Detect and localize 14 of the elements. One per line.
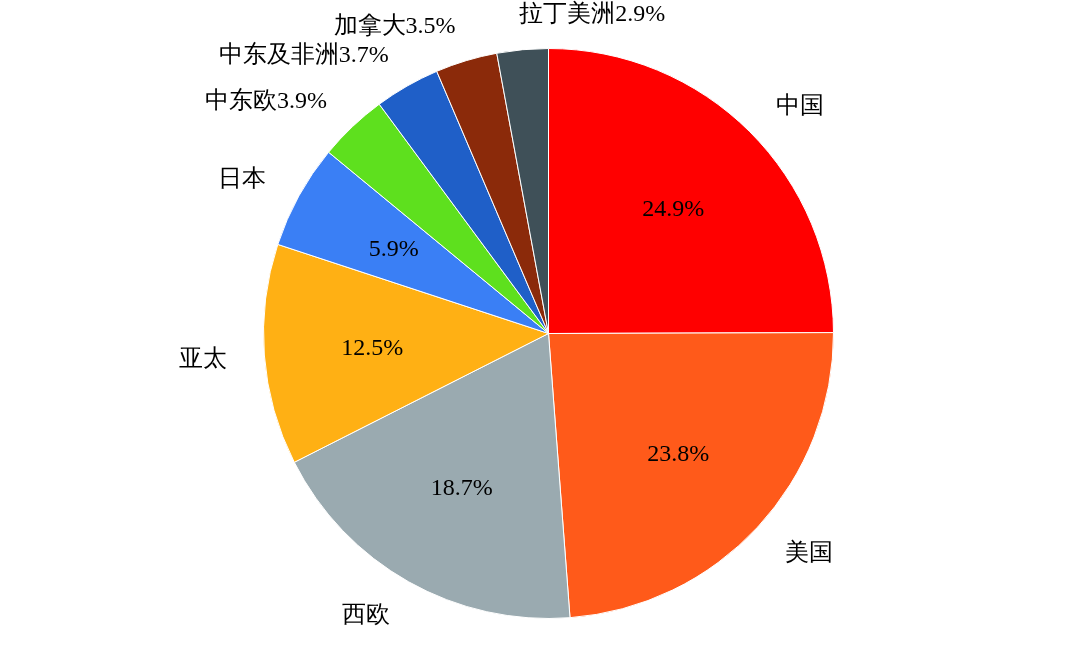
- data-label: 18.7%: [430, 474, 493, 501]
- slice-label: 拉丁美洲2.9%: [519, 0, 666, 26]
- slice-label: 西欧: [342, 601, 391, 628]
- slice-label: 美国: [785, 539, 834, 566]
- slice-label: 中国: [775, 92, 824, 119]
- slice-label: 加拿大3.5%: [333, 12, 456, 39]
- data-label: 23.8%: [647, 440, 710, 467]
- data-label: 24.9%: [642, 195, 705, 222]
- slice-label: 中东及非洲3.7%: [218, 40, 389, 67]
- slice-label: 日本: [218, 165, 267, 192]
- data-label: 5.9%: [368, 235, 419, 262]
- slice-label: 中东欧3.9%: [204, 86, 327, 113]
- slice-label: 亚太: [179, 344, 228, 371]
- data-label: 12.5%: [341, 333, 404, 360]
